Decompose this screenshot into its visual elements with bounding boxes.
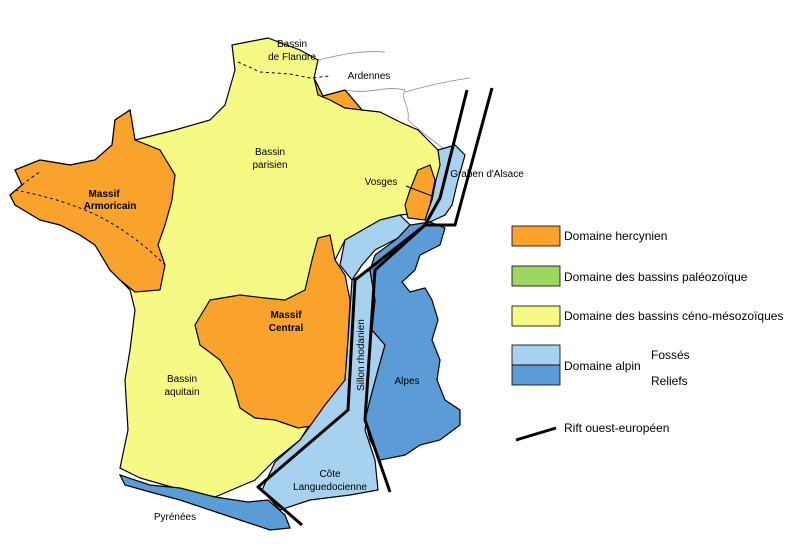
legend-label-alpin: Domaine alpin xyxy=(564,359,641,373)
legend-swatch-hercynien xyxy=(511,225,561,247)
legend-label-ceno-mesozoique: Domaine des bassins céno-mésozoïques xyxy=(564,309,783,323)
label-massif-central-1: Massif xyxy=(270,310,302,321)
label-vosges: Vosges xyxy=(365,177,398,188)
map-labels: Bassin de Flandre Ardennes Bassin parisi… xyxy=(84,39,525,523)
vosges-pointer xyxy=(405,185,433,197)
label-massif-central-2: Central xyxy=(269,323,304,334)
rift-lines xyxy=(256,87,494,527)
rift-west-branch xyxy=(256,89,469,527)
label-bassin-aquitain-1: Bassin xyxy=(167,374,197,385)
label-massif-armoricain-2: Armoricain xyxy=(84,201,137,212)
label-pyrenees: Pyrénées xyxy=(154,512,196,523)
region-pyrenees xyxy=(118,473,291,531)
legend-label-fosses: Fossés xyxy=(651,348,690,362)
label-bassin-aquitain-2: aquitain xyxy=(164,387,199,398)
legend-swatch-fosses xyxy=(511,344,561,366)
legend: Domaine hercynien Domaine des bassins pa… xyxy=(511,225,783,442)
label-bassin-flandre-1: Bassin xyxy=(277,39,307,50)
label-bassin-flandre-2: de Flandre xyxy=(268,52,316,63)
region-alpes xyxy=(364,221,461,461)
region-massif-armoricain xyxy=(9,108,176,293)
label-cote-languedocienne-2: Languedocienne xyxy=(293,482,367,493)
region-ardennes xyxy=(313,77,364,111)
legend-swatch-paleozoique xyxy=(511,265,561,287)
label-bassin-parisien-1: Bassin xyxy=(255,147,285,158)
legend-swatch-ceno-mesozoique xyxy=(511,305,561,327)
label-alpes: Alpes xyxy=(394,376,419,387)
label-bassin-parisien-2: parisien xyxy=(252,160,287,171)
legend-label-paleozoique: Domaine des bassins paléozoïque xyxy=(564,270,748,284)
legend-swatch-rift xyxy=(515,426,557,442)
region-alpin-fosses-bresse xyxy=(339,214,411,282)
legend-label-hercynien: Domaine hercynien xyxy=(564,229,667,243)
label-ardennes: Ardennes xyxy=(348,71,391,82)
label-cote-languedocienne-1: Côte xyxy=(319,469,341,480)
legend-label-reliefs: Reliefs xyxy=(651,374,688,388)
legend-label-rift: Rift ouest-européen xyxy=(564,421,669,435)
label-graben-alsace: Graben d'Alsace xyxy=(450,169,524,180)
legend-swatch-reliefs xyxy=(511,364,561,386)
rift-east-branch xyxy=(363,87,494,493)
label-sillon-rhodanien: Sillon rhodanien xyxy=(356,319,367,391)
dashed-boundaries xyxy=(14,61,331,266)
label-massif-armoricain-1: Massif xyxy=(88,189,120,200)
